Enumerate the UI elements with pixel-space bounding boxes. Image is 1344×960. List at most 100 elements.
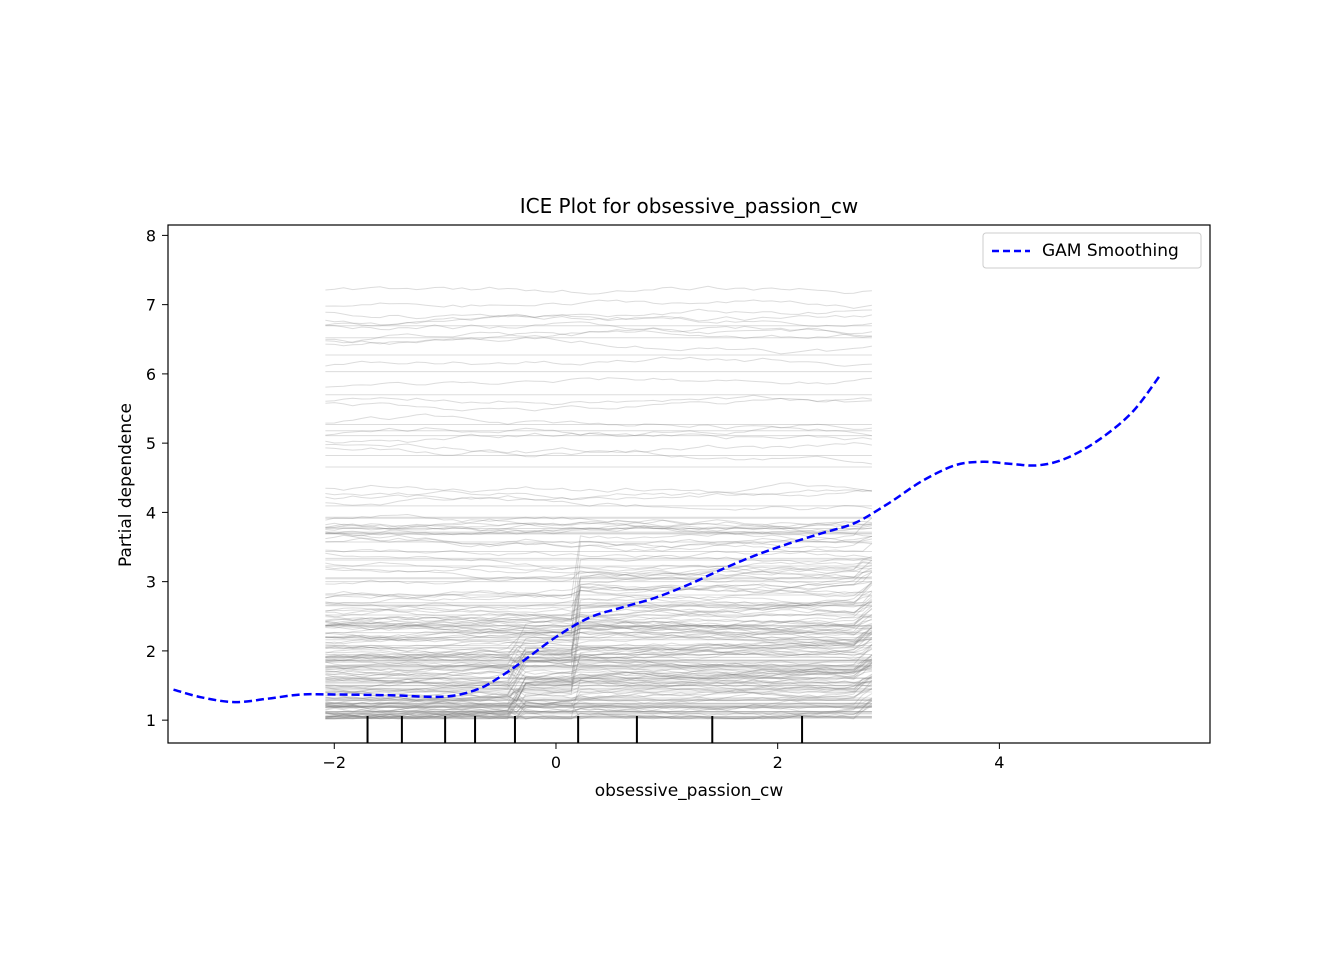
ice-line bbox=[325, 678, 873, 705]
ice-line bbox=[325, 633, 873, 677]
ice-line bbox=[325, 643, 873, 704]
ice-line bbox=[325, 564, 873, 599]
ice-line bbox=[325, 650, 873, 672]
ice-line bbox=[325, 559, 873, 645]
ice-line bbox=[325, 571, 873, 689]
ice-line bbox=[325, 658, 873, 710]
y-tick-label: 5 bbox=[146, 434, 156, 453]
legend-box bbox=[982, 232, 1202, 269]
ice-line bbox=[325, 622, 873, 649]
ice-line bbox=[325, 590, 873, 612]
x-tick-label: 0 bbox=[551, 753, 561, 772]
ice-line bbox=[325, 641, 873, 680]
chart-title: ICE Plot for obsessive_passion_cw bbox=[520, 194, 859, 218]
ice-line bbox=[325, 336, 872, 355]
ice-line bbox=[325, 519, 873, 531]
y-tick-label: 1 bbox=[146, 711, 156, 730]
ice-line bbox=[325, 654, 873, 683]
ice-line bbox=[325, 662, 872, 684]
ice-line bbox=[325, 700, 873, 720]
ice-line bbox=[325, 600, 873, 629]
ice-line bbox=[325, 631, 872, 645]
axes-frame bbox=[167, 224, 1211, 744]
ice-line bbox=[325, 677, 872, 717]
ice-line bbox=[325, 699, 873, 719]
ice-line bbox=[325, 626, 873, 661]
y-tick-label: 8 bbox=[146, 226, 156, 245]
y-tick-label: 2 bbox=[146, 642, 156, 661]
ice-line bbox=[325, 658, 873, 677]
ice-line bbox=[325, 489, 872, 500]
ice-line bbox=[325, 608, 873, 632]
ice-line bbox=[325, 615, 872, 632]
ice-line bbox=[325, 617, 873, 634]
ice-line bbox=[325, 482, 872, 493]
x-tick-label: −2 bbox=[322, 753, 346, 772]
ice-line bbox=[325, 585, 872, 663]
ice-line bbox=[325, 679, 873, 720]
ice-line bbox=[325, 561, 872, 622]
gam-series-group bbox=[173, 374, 1162, 704]
ice-line bbox=[325, 447, 872, 465]
ice-line bbox=[325, 632, 872, 669]
ice-lines-group bbox=[325, 285, 873, 720]
ice-line bbox=[325, 423, 872, 437]
ice-line bbox=[325, 535, 873, 624]
ice-line bbox=[325, 627, 873, 679]
ice-line bbox=[325, 683, 873, 707]
ice-line bbox=[325, 582, 873, 614]
ice-line bbox=[325, 600, 873, 719]
legend-gam-label: GAM Smoothing bbox=[1042, 241, 1179, 261]
ice-line bbox=[325, 620, 873, 704]
y-tick-label: 7 bbox=[146, 296, 156, 315]
y-tick-label: 6 bbox=[146, 365, 156, 384]
ice-line bbox=[325, 673, 873, 697]
ice-line bbox=[325, 617, 872, 632]
ice-line bbox=[325, 648, 873, 680]
ice-line bbox=[325, 566, 872, 582]
ice-line bbox=[325, 543, 873, 643]
ice-line bbox=[325, 589, 873, 607]
ice-line bbox=[325, 596, 873, 626]
ice-line bbox=[325, 442, 872, 458]
ice-line bbox=[325, 569, 873, 585]
ice-line bbox=[325, 584, 873, 659]
y-tick-label: 4 bbox=[146, 503, 156, 522]
ice-line bbox=[325, 532, 872, 559]
ice-line bbox=[325, 413, 873, 437]
x-tick-label: 4 bbox=[994, 753, 1004, 772]
ice-line bbox=[325, 654, 873, 717]
y-axis-title: Partial dependence bbox=[116, 403, 136, 567]
ice-line bbox=[325, 556, 873, 676]
ice-line bbox=[325, 330, 872, 345]
ice-line bbox=[325, 688, 873, 714]
ice-line bbox=[325, 670, 872, 714]
ice-line bbox=[325, 520, 872, 531]
ice-line bbox=[325, 581, 873, 627]
ice-line bbox=[325, 638, 872, 662]
ice-line bbox=[325, 549, 873, 563]
y-axis-ticks: 1 2 3 4 5 6 7 8 bbox=[146, 226, 168, 730]
ice-line bbox=[325, 674, 873, 720]
ice-line bbox=[325, 517, 873, 605]
ice-line bbox=[325, 701, 873, 720]
ice-line bbox=[325, 654, 873, 684]
ice-line bbox=[325, 656, 872, 690]
ice-line bbox=[325, 513, 872, 528]
ice-line bbox=[325, 397, 872, 412]
ice-line bbox=[325, 534, 872, 552]
ice-line bbox=[325, 325, 872, 344]
ice-line bbox=[325, 675, 873, 707]
ice-line bbox=[325, 494, 873, 511]
ice-line bbox=[325, 581, 873, 600]
legend: GAM Smoothing bbox=[982, 232, 1202, 269]
ice-line bbox=[325, 705, 873, 720]
ice-line bbox=[325, 661, 873, 701]
ice-line bbox=[325, 518, 872, 534]
ice-line bbox=[325, 629, 873, 660]
ice-line bbox=[325, 678, 872, 714]
ice-line bbox=[325, 616, 873, 644]
ice-line bbox=[325, 522, 872, 537]
